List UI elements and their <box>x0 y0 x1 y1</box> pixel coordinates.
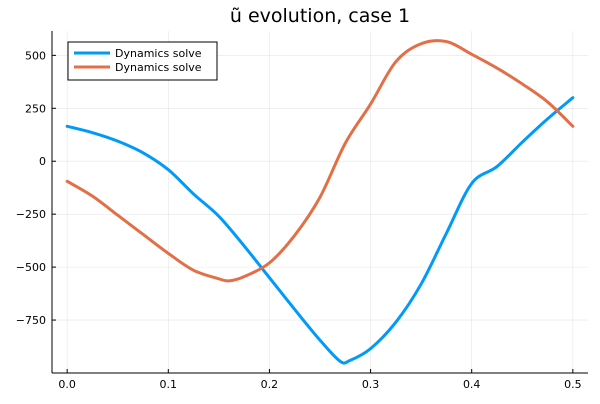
grid-layer <box>52 31 588 373</box>
legend-label-1: Dynamics solve <box>115 47 202 60</box>
y-tick-label: −250 <box>16 208 46 221</box>
x-tick-label: 0.4 <box>463 378 481 391</box>
series-line-1 <box>65 96 575 365</box>
legend-label-2: Dynamics solve <box>115 61 202 74</box>
series-layer <box>65 39 575 365</box>
y-tick-label: −750 <box>16 314 46 327</box>
y-tick-label: 500 <box>25 49 46 62</box>
x-tick-label: 0.1 <box>160 378 178 391</box>
y-tick-label: 0 <box>39 155 46 168</box>
y-tick-label: 250 <box>25 102 46 115</box>
x-tick-label: 0.5 <box>564 378 582 391</box>
x-tick-label: 0.2 <box>261 378 279 391</box>
chart-title: ũ evolution, case 1 <box>230 5 410 27</box>
axes-layer <box>51 31 588 374</box>
y-tick-label: −500 <box>16 261 46 274</box>
x-tick-label: 0.0 <box>58 378 76 391</box>
series-line-2 <box>65 39 575 283</box>
x-tick-label: 0.3 <box>362 378 380 391</box>
tick-labels: 0.0 0.1 0.2 0.3 0.4 0.5 500 250 0 −250 −500 −750 <box>16 49 582 391</box>
legend-box <box>67 41 218 81</box>
